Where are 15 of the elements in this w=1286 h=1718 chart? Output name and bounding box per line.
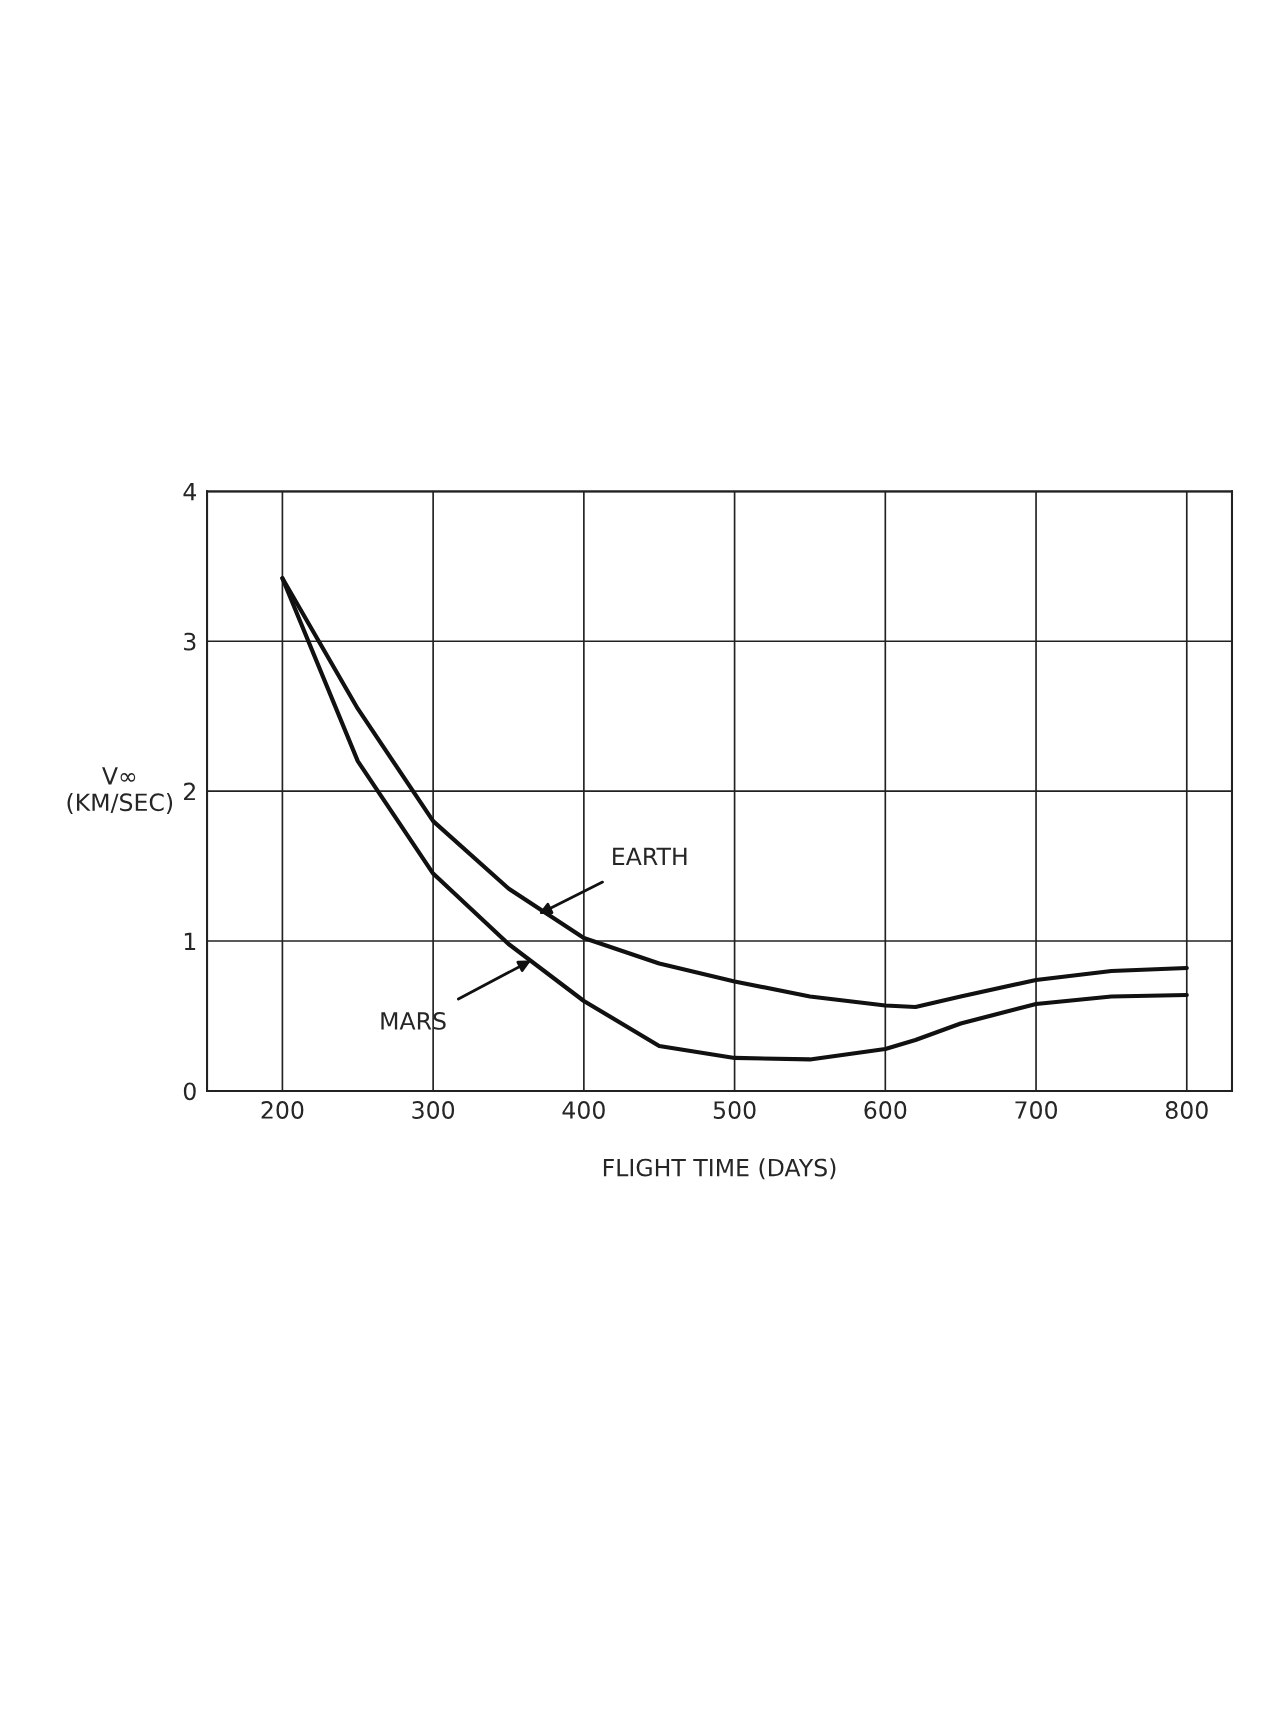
y-tick-label: 1 [184, 932, 196, 950]
x-tick-label: 500 [713, 1101, 756, 1119]
x-tick-label: 800 [1165, 1101, 1208, 1119]
x-tick-label: 400 [562, 1101, 605, 1119]
y-tick-label: 4 [183, 483, 196, 501]
y-tick-label: 2 [184, 782, 195, 801]
x-tick-label: 600 [864, 1101, 907, 1119]
y-tick-label: 3 [184, 632, 196, 651]
x-axis-title: FLIGHT TIME (DAYS) [603, 1158, 836, 1180]
x-tick-label: 200 [261, 1101, 304, 1119]
x-tick-label: 300 [412, 1101, 455, 1119]
y-tick-label: 0 [183, 1082, 196, 1101]
x-tick-label: 700 [1015, 1101, 1058, 1119]
y-axis-title: V∞ (KM/SEC) [67, 767, 173, 814]
annotation: EARTH [613, 847, 687, 866]
